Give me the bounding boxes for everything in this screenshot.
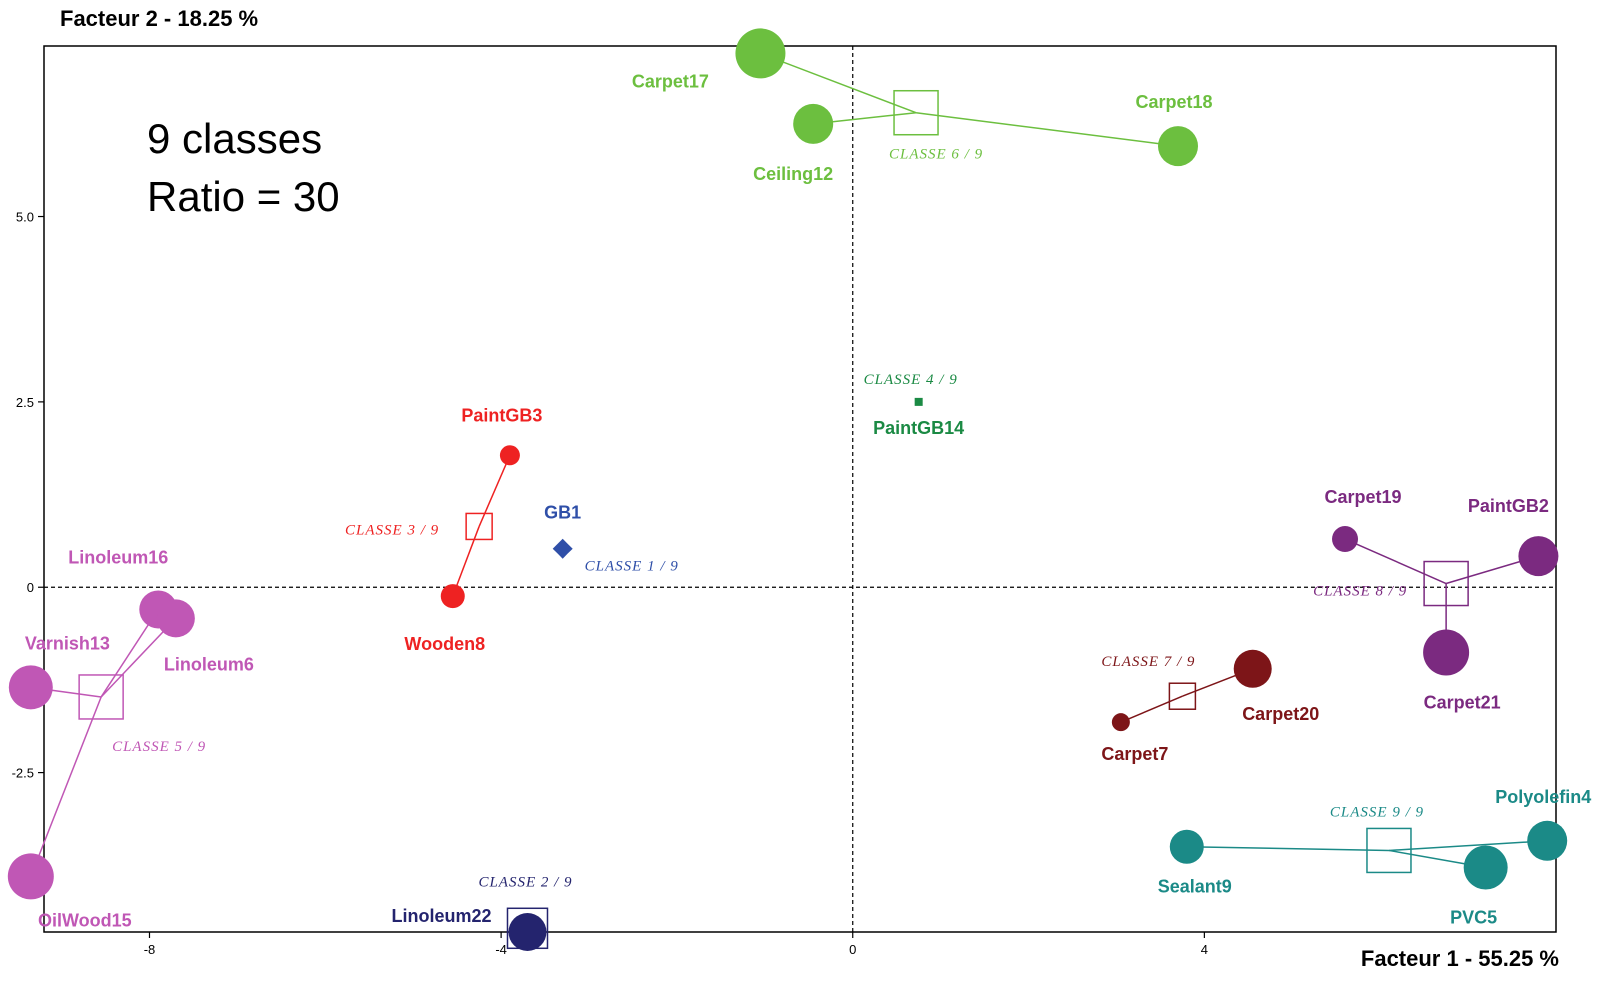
class-label: CLASSE 9 / 9 — [1330, 804, 1424, 820]
class-link-line — [760, 52, 917, 114]
data-point — [735, 28, 786, 79]
x-tick-label: -4 — [495, 942, 507, 957]
data-point — [1233, 649, 1272, 688]
data-labels: CLASSE 1 / 9 GB1 CLASSE 2 / 9 Linoleum22 CLA… — [25, 71, 1591, 930]
data-point — [1332, 526, 1359, 553]
data-point — [1518, 536, 1559, 577]
y-tick-label: -2.5 — [12, 766, 34, 781]
class-label: CLASSE 7 / 9 — [1101, 654, 1195, 670]
y-tick-label: 5.0 — [16, 210, 34, 225]
data-label: Sealant9 — [1158, 877, 1232, 897]
data-label: Wooden8 — [404, 634, 485, 654]
class-label: CLASSE 6 / 9 — [889, 147, 983, 163]
axis-ticks: -8 -4 0 4 5.0 2.5 0 -2.5 — [12, 210, 1208, 957]
data-point — [1169, 829, 1204, 864]
zero-lines — [44, 46, 1556, 932]
y-tick-label: 0 — [27, 580, 34, 595]
class-link-line — [915, 111, 1179, 147]
class-link-line — [30, 696, 102, 877]
data-label: Linoleum22 — [391, 906, 491, 926]
data-label: Carpet20 — [1242, 704, 1319, 724]
data-point — [156, 599, 195, 638]
class-link-line — [1120, 695, 1183, 723]
class-centroid-box — [78, 674, 124, 720]
data-point — [1423, 629, 1470, 676]
data-label: PaintGB14 — [873, 418, 964, 438]
data-point — [440, 584, 465, 609]
data-label: PaintGB2 — [1468, 496, 1549, 516]
data-label: Ceiling12 — [753, 164, 833, 184]
x-tick-label: 0 — [849, 942, 856, 957]
data-label: Polyolefin4 — [1495, 787, 1591, 807]
data-point — [508, 913, 547, 951]
class-link-line — [1186, 845, 1389, 852]
data-label: PaintGB3 — [461, 405, 542, 425]
data-label: Carpet21 — [1424, 692, 1501, 712]
y-tick-label: 2.5 — [16, 395, 34, 410]
class-link-line — [478, 454, 511, 527]
class-link-line — [1344, 538, 1447, 585]
x-axis-title: Facteur 1 - 55.25 % — [1360, 946, 1559, 971]
data-point — [8, 665, 53, 710]
data-point — [7, 853, 54, 900]
data-label: Linoleum6 — [164, 654, 254, 674]
annotation-ratio: Ratio = 30 — [147, 173, 340, 220]
data-label: OilWood15 — [38, 910, 132, 930]
data-label: Carpet18 — [1135, 92, 1212, 112]
data-point — [1158, 126, 1198, 167]
class-label: CLASSE 5 / 9 — [112, 739, 206, 755]
data-label: Carpet19 — [1324, 487, 1401, 507]
class-centroid-box — [1366, 827, 1412, 874]
class-link-line — [1388, 840, 1548, 852]
class-label: CLASSE 2 / 9 — [478, 874, 572, 890]
data-point — [1111, 713, 1130, 732]
class-centroid-box — [465, 512, 493, 541]
data-point — [914, 397, 923, 406]
data-point — [552, 538, 573, 559]
class-label: CLASSE 1 / 9 — [585, 559, 679, 575]
data-label: GB1 — [544, 503, 581, 523]
x-tick-label: 4 — [1201, 942, 1208, 957]
plot-frame — [43, 45, 1557, 933]
data-points — [7, 28, 1568, 951]
data-label: Varnish13 — [25, 633, 110, 653]
y-axis-title: Facteur 2 - 18.25 % — [60, 6, 259, 31]
data-label: PVC5 — [1450, 907, 1497, 927]
class-centroid-box — [1423, 560, 1469, 607]
class-centroid-box — [893, 89, 939, 136]
data-point — [499, 445, 520, 466]
data-point — [793, 103, 834, 144]
class-label: CLASSE 4 / 9 — [864, 372, 958, 388]
data-label: Linoleum16 — [68, 547, 168, 567]
class-label: CLASSE 3 / 9 — [345, 522, 439, 538]
data-point — [1463, 845, 1508, 890]
class-label: CLASSE 8 / 9 — [1313, 584, 1407, 600]
data-label: Carpet7 — [1101, 744, 1168, 764]
data-label: Carpet17 — [632, 71, 709, 91]
x-tick-label: -8 — [144, 942, 156, 957]
data-point — [1527, 820, 1568, 861]
annotation-classes: 9 classes — [147, 115, 323, 162]
class-link-line — [452, 526, 480, 597]
class-centroid-box — [1168, 682, 1197, 710]
